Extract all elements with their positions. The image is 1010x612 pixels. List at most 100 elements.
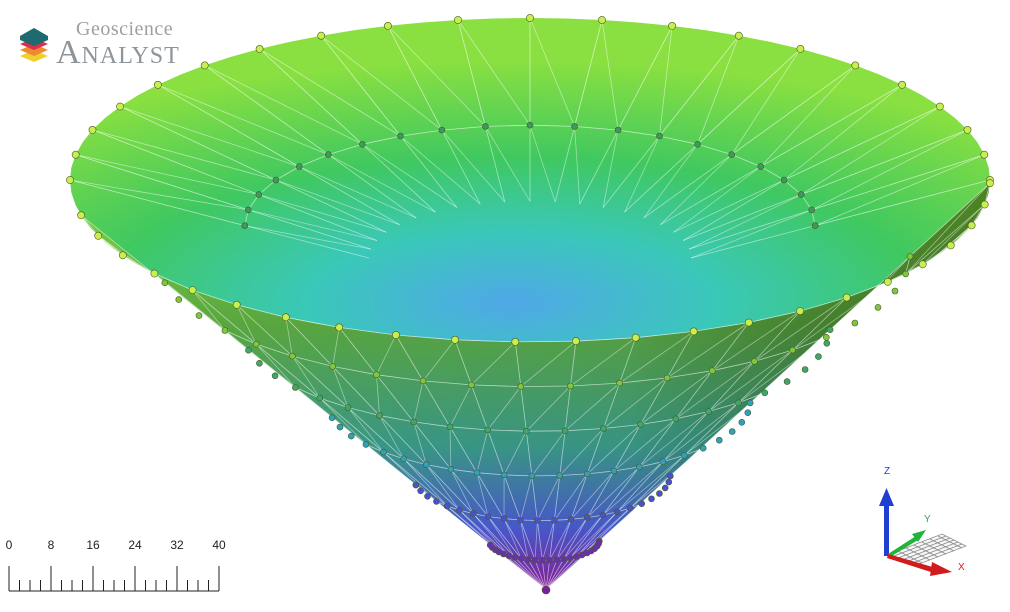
mesh-edge [659, 135, 698, 145]
mesh-edge [485, 124, 531, 127]
mesh-node [561, 427, 569, 435]
mesh-edge [244, 225, 370, 259]
mesh-edge [559, 473, 588, 476]
mesh-node [412, 481, 420, 489]
mesh-edge [487, 516, 516, 558]
mesh-edge [702, 381, 788, 449]
mesh-edge [504, 474, 532, 477]
mesh-edge [601, 19, 619, 131]
mesh-edge [178, 299, 200, 316]
mesh-node [963, 125, 972, 134]
mesh-edge [675, 360, 755, 420]
mesh-node [571, 123, 578, 130]
mesh-edge [192, 289, 226, 331]
mesh-edge [529, 17, 575, 127]
mesh-node [616, 379, 623, 387]
mesh-node [538, 556, 546, 564]
mesh-node [826, 326, 834, 334]
mesh-edge [563, 514, 604, 560]
mesh-edge [660, 166, 761, 226]
mesh-edge [362, 143, 458, 208]
mesh-edge [520, 340, 577, 387]
mesh-node [728, 428, 736, 435]
mesh-edge [515, 340, 576, 343]
mesh-edge [485, 126, 506, 203]
mesh-edge [258, 194, 378, 241]
mesh-edge [712, 310, 801, 372]
mesh-edge [328, 143, 363, 155]
mesh-node [473, 469, 481, 477]
z-axis-arrow [879, 488, 894, 556]
mesh-edge [236, 304, 286, 318]
mesh-edge [376, 334, 397, 375]
mesh-edge [328, 154, 436, 213]
mesh-edge [690, 209, 812, 259]
mesh-node [255, 191, 263, 198]
mesh-edge [526, 385, 571, 432]
mesh-edge [347, 407, 384, 453]
cone-surface-mesh[interactable] [69, 17, 991, 591]
mesh-node [433, 498, 440, 505]
mesh-edge [545, 281, 889, 591]
mesh-edge [198, 315, 226, 331]
mesh-node [232, 300, 241, 309]
mesh-edge [712, 360, 755, 372]
mesh-node [454, 16, 462, 24]
mesh-edge [395, 334, 547, 591]
mesh-node [150, 269, 159, 278]
mesh-node [344, 404, 352, 411]
mesh-edge [731, 48, 801, 155]
y-axis-label: Y [924, 514, 931, 525]
mesh-node [528, 472, 536, 480]
mesh-edge [688, 209, 812, 250]
mesh-edge [617, 25, 673, 131]
scale-ticks [8, 566, 220, 592]
mesh-node [599, 511, 607, 519]
mesh-edge [602, 461, 664, 516]
mesh-node [811, 222, 819, 229]
mesh-edge [472, 513, 510, 557]
mesh-edge [624, 144, 698, 213]
mesh-edge [800, 106, 941, 195]
mesh-edge [738, 336, 827, 404]
mesh-node [271, 372, 279, 380]
mesh-node [245, 206, 252, 214]
mesh-node [761, 389, 769, 397]
mesh-edge [476, 472, 505, 476]
scale-label: 8 [47, 538, 55, 552]
mesh-node [241, 222, 249, 229]
mesh-edge [92, 129, 277, 181]
mesh-node [578, 551, 586, 559]
mesh-node [986, 179, 994, 188]
mesh-node [524, 556, 532, 563]
mesh-node [482, 123, 489, 130]
mesh-node [380, 448, 387, 456]
mesh-edge [320, 35, 443, 131]
mesh-node [572, 337, 580, 346]
mesh-node [484, 426, 492, 434]
mesh-node [272, 176, 280, 184]
mesh-node [573, 553, 580, 560]
mesh-edge [400, 129, 442, 137]
mesh-node [94, 231, 103, 240]
mesh-edge [514, 341, 547, 591]
mesh-node [410, 418, 418, 426]
mesh-node [567, 382, 574, 390]
mesh-node [517, 383, 525, 390]
mesh-edge [574, 126, 619, 131]
mesh-edge [450, 469, 474, 514]
mesh-edge [613, 418, 677, 472]
mesh-edge [640, 418, 676, 425]
mesh-edge [299, 154, 329, 167]
mesh-node [610, 467, 618, 475]
mesh-edge [783, 179, 802, 195]
mesh-node [175, 296, 183, 303]
mesh-edge [449, 426, 452, 470]
mesh-edge [690, 225, 816, 259]
mesh-edge [764, 381, 788, 394]
mesh-edge [619, 377, 668, 384]
mesh-node [980, 200, 989, 209]
mesh-edge [731, 154, 761, 167]
mesh-node [424, 492, 431, 500]
